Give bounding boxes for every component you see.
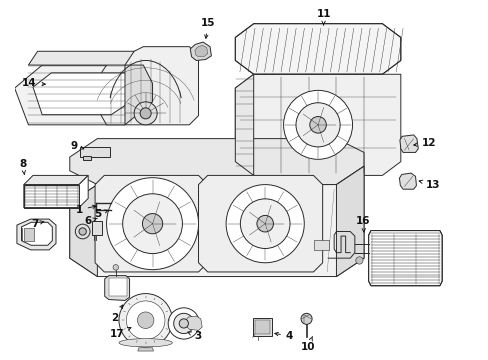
Polygon shape	[235, 74, 253, 175]
Polygon shape	[70, 166, 363, 276]
Polygon shape	[336, 166, 363, 276]
Circle shape	[309, 117, 325, 133]
Polygon shape	[194, 45, 207, 57]
Bar	[92, 221, 102, 235]
Polygon shape	[88, 47, 198, 125]
Polygon shape	[104, 276, 129, 301]
Text: 8: 8	[19, 158, 26, 174]
Circle shape	[142, 213, 163, 234]
Polygon shape	[21, 222, 52, 245]
Circle shape	[256, 215, 273, 232]
Text: 10: 10	[300, 337, 315, 352]
Circle shape	[173, 313, 194, 334]
Circle shape	[301, 313, 311, 324]
Polygon shape	[33, 73, 132, 115]
Circle shape	[240, 199, 289, 248]
Circle shape	[79, 228, 86, 235]
Polygon shape	[235, 24, 400, 74]
Polygon shape	[24, 175, 88, 208]
Ellipse shape	[119, 339, 172, 347]
Circle shape	[119, 293, 172, 347]
Circle shape	[168, 308, 199, 339]
Bar	[252, 318, 271, 336]
Circle shape	[295, 103, 340, 147]
Polygon shape	[70, 139, 363, 185]
Polygon shape	[24, 175, 88, 185]
Circle shape	[283, 90, 352, 159]
Text: 2: 2	[111, 305, 122, 323]
Polygon shape	[399, 135, 417, 152]
Polygon shape	[28, 51, 134, 65]
Text: 13: 13	[418, 180, 440, 190]
Bar	[314, 240, 328, 250]
Polygon shape	[125, 65, 152, 125]
Text: 15: 15	[200, 18, 215, 38]
Bar	[24, 185, 79, 208]
Text: 9: 9	[71, 140, 83, 150]
Text: 6: 6	[84, 216, 97, 226]
Text: 3: 3	[187, 331, 201, 341]
Bar	[254, 320, 270, 334]
Circle shape	[225, 185, 304, 263]
Polygon shape	[185, 316, 202, 330]
Circle shape	[106, 178, 198, 270]
Text: 5: 5	[94, 210, 108, 220]
Text: 16: 16	[355, 216, 369, 232]
Polygon shape	[235, 74, 400, 175]
Text: 4: 4	[274, 331, 293, 341]
Circle shape	[126, 301, 164, 339]
Polygon shape	[190, 42, 211, 60]
Polygon shape	[368, 230, 441, 286]
Circle shape	[140, 108, 151, 119]
Circle shape	[137, 312, 154, 329]
Text: 11: 11	[316, 9, 330, 25]
Polygon shape	[95, 175, 207, 272]
Polygon shape	[15, 65, 152, 125]
Bar	[24, 228, 34, 241]
Text: 17: 17	[109, 327, 131, 339]
Polygon shape	[198, 175, 322, 272]
Polygon shape	[17, 219, 56, 250]
Polygon shape	[138, 348, 153, 351]
Text: 12: 12	[413, 138, 435, 148]
Circle shape	[113, 265, 118, 270]
Circle shape	[355, 257, 363, 264]
Circle shape	[75, 224, 90, 239]
Bar	[82, 156, 91, 160]
Text: 14: 14	[22, 78, 45, 89]
Circle shape	[122, 194, 182, 253]
Polygon shape	[70, 185, 97, 276]
Circle shape	[134, 102, 157, 125]
Text: 7: 7	[31, 219, 44, 229]
Circle shape	[179, 319, 188, 328]
Bar	[109, 278, 127, 296]
Polygon shape	[399, 173, 416, 189]
Text: 1: 1	[75, 205, 96, 215]
Bar	[80, 147, 110, 157]
